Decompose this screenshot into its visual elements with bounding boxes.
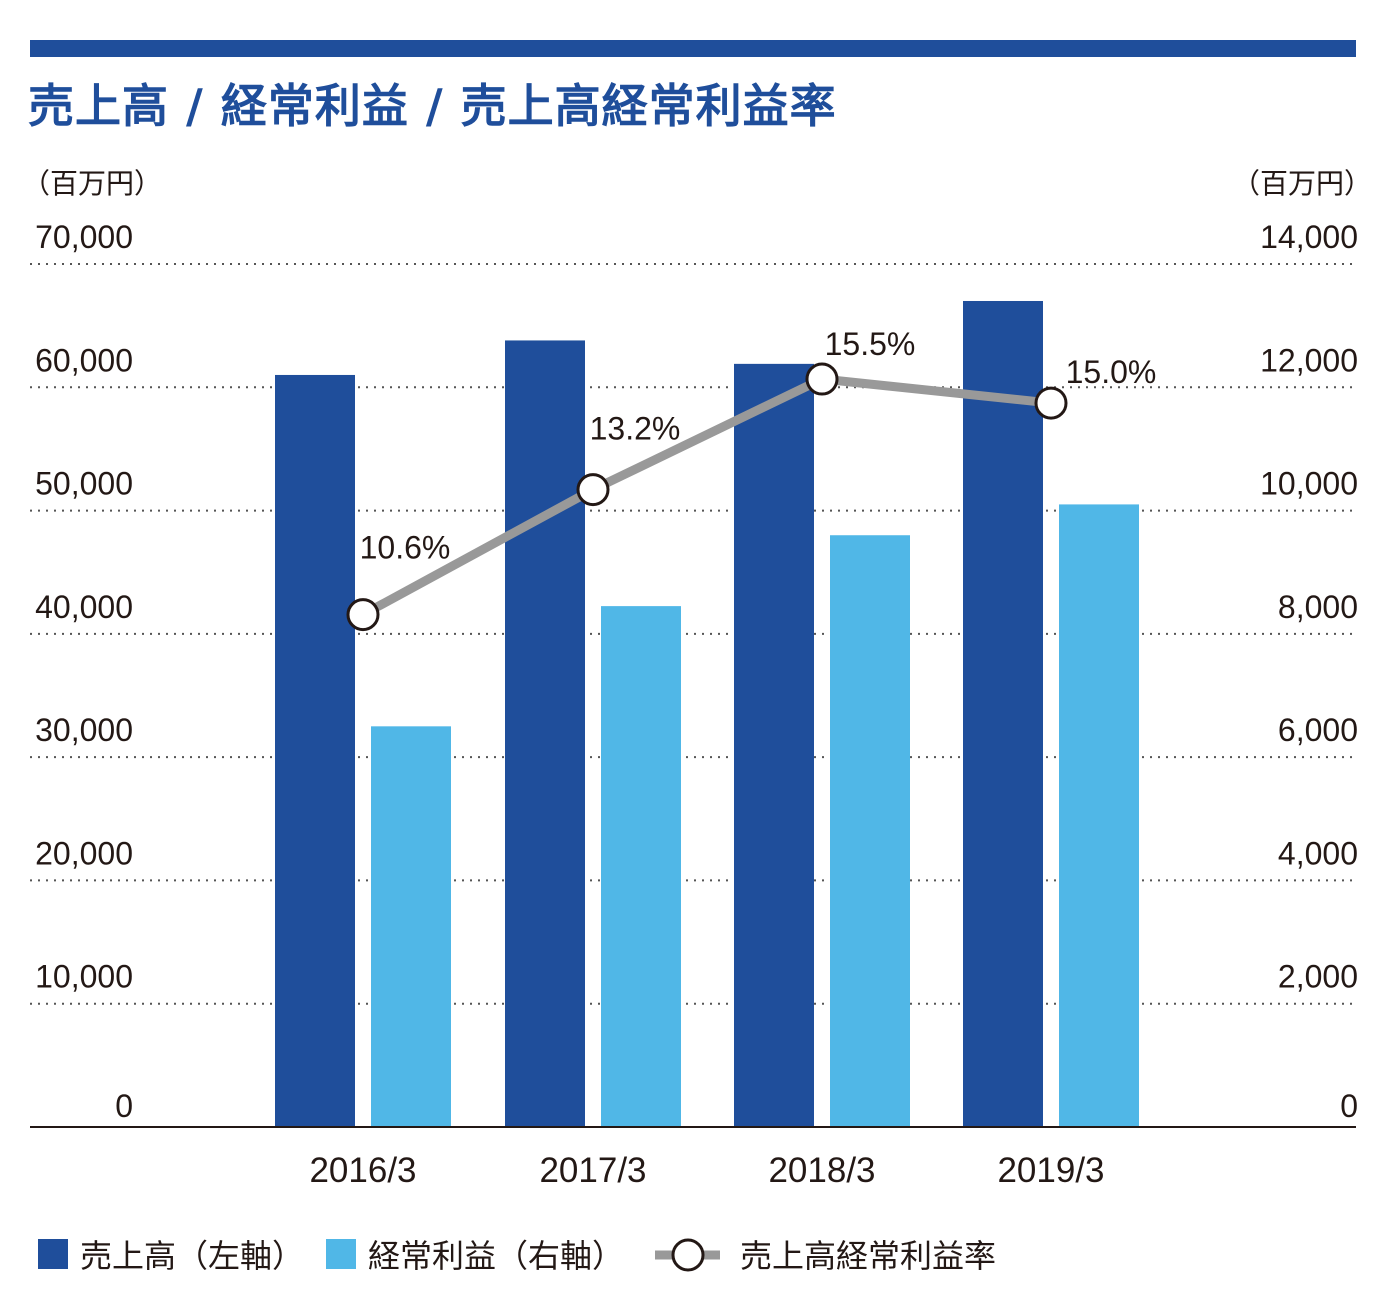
left-axis-unit: （百万円） xyxy=(22,167,162,200)
left-tick-label: 40,000 xyxy=(35,589,133,625)
right-axis-unit: （百万円） xyxy=(1232,167,1372,200)
rate-data-label: 15.0% xyxy=(1066,354,1157,390)
left-tick-label: 10,000 xyxy=(35,959,133,995)
sales-bar xyxy=(734,363,814,1127)
left-tick-label: 20,000 xyxy=(35,835,133,871)
sales-bar xyxy=(505,340,585,1127)
chart-title: 売上高 / 経常利益 / 売上高経常利益率 xyxy=(28,79,837,133)
rate-point xyxy=(346,598,380,632)
grid xyxy=(30,263,1356,1005)
bars xyxy=(275,300,1139,1128)
legend: 売上高（左軸） 経常利益（右軸） 売上高経常利益率 xyxy=(38,1237,996,1275)
rate-point xyxy=(576,473,610,507)
right-tick-label: 2,000 xyxy=(1278,959,1358,995)
right-tick-label: 8,000 xyxy=(1278,589,1358,625)
legend-profit-swatch xyxy=(326,1239,356,1269)
rate-point xyxy=(1034,386,1068,420)
x-tick-label: 2019/3 xyxy=(997,1151,1104,1190)
left-tick-label: 70,000 xyxy=(35,219,133,255)
left-tick-label: 60,000 xyxy=(35,342,133,378)
right-tick-label: 14,000 xyxy=(1260,219,1358,255)
rate-data-label: 10.6% xyxy=(360,530,451,566)
title-rule xyxy=(30,40,1356,57)
left-tick-label: 30,000 xyxy=(35,712,133,748)
axes: 0 0 10,000 2,000 20,000 4,000 30,000 6,000 40,00… xyxy=(22,167,1372,1190)
x-tick-label: 2016/3 xyxy=(309,1151,416,1190)
right-tick-label: 10,000 xyxy=(1260,466,1358,502)
sales-bar xyxy=(963,300,1043,1127)
legend-rate-marker xyxy=(671,1238,705,1272)
profit-bar xyxy=(830,535,910,1127)
x-tick-label: 2017/3 xyxy=(539,1151,646,1190)
rate-line: 10.6% 13.2% 15.5% 15.0% xyxy=(346,326,1157,632)
right-tick-label: 12,000 xyxy=(1260,342,1358,378)
legend-sales-label: 売上高（左軸） xyxy=(80,1237,304,1275)
x-tick-label: 2018/3 xyxy=(768,1151,875,1190)
profit-bar xyxy=(1059,504,1139,1128)
right-tick-label: 4,000 xyxy=(1278,835,1358,871)
rate-data-label: 15.5% xyxy=(825,326,916,362)
rate-line-path xyxy=(360,374,1052,619)
left-tick-label: 50,000 xyxy=(35,466,133,502)
profit-bar xyxy=(601,606,681,1127)
legend-sales-swatch xyxy=(38,1239,68,1269)
left-tick-label: 0 xyxy=(115,1088,133,1124)
legend-rate-label: 売上高経常利益率 xyxy=(740,1237,996,1275)
sales-bar xyxy=(275,374,355,1127)
legend-profit-label: 経常利益（右軸） xyxy=(368,1237,624,1275)
right-tick-label: 6,000 xyxy=(1278,712,1358,748)
profit-bar xyxy=(371,726,451,1127)
rate-data-label: 13.2% xyxy=(590,411,681,447)
right-tick-label: 0 xyxy=(1340,1088,1358,1124)
rate-point xyxy=(805,362,839,396)
